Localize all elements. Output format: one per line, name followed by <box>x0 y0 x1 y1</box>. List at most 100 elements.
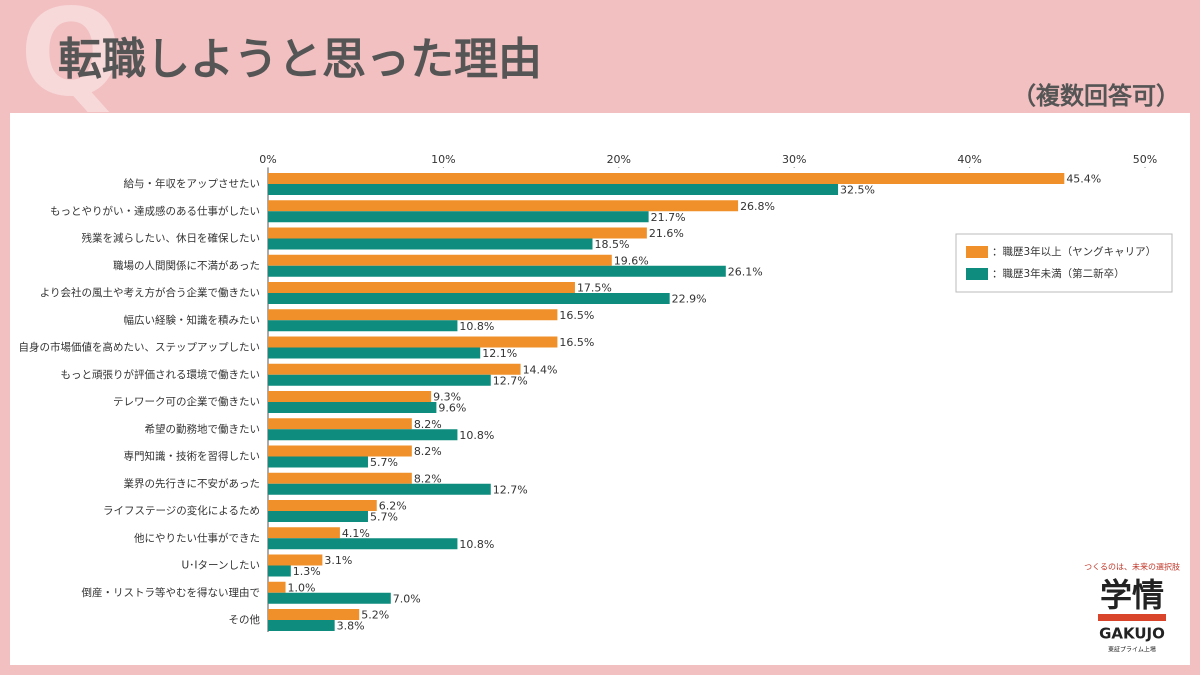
bar <box>268 211 649 223</box>
bar <box>268 391 432 402</box>
value-label: 14.4% <box>523 363 558 376</box>
category-label: 倒産・リストラ等やむを得ない理由で <box>82 586 261 599</box>
value-label: 26.1% <box>728 265 763 278</box>
bar <box>268 445 412 457</box>
legend-swatch <box>966 268 988 280</box>
value-label: 16.5% <box>559 309 594 322</box>
bar <box>268 238 593 250</box>
value-label: 19.6% <box>614 254 649 267</box>
value-label: 10.8% <box>459 538 494 551</box>
value-label: 5.7% <box>370 456 398 469</box>
bar <box>268 227 647 239</box>
x-tick-label: 40% <box>957 153 981 166</box>
logo-tagline: つくるのは、未来の選択肢 <box>1084 562 1180 572</box>
bar <box>268 581 286 593</box>
value-label: 10.8% <box>459 429 494 442</box>
value-label: 12.7% <box>493 483 528 496</box>
category-label: テレワーク可の企業で働きたい <box>113 395 260 408</box>
category-label: 職場の人間関係に不満があった <box>113 259 260 272</box>
value-label: 16.5% <box>559 336 594 349</box>
bar <box>268 265 726 277</box>
category-label: もっと頑張りが評価される環境で働きたい <box>61 368 261 381</box>
bar <box>268 293 670 304</box>
bar <box>268 456 368 468</box>
bar <box>268 483 491 495</box>
logo-bar <box>1098 614 1166 621</box>
value-label: 22.9% <box>672 293 707 306</box>
category-label: 業界の先行きに不安があった <box>124 477 261 490</box>
value-label: 17.5% <box>577 282 612 295</box>
bar <box>268 363 521 375</box>
logo-name: 学情 <box>1100 576 1164 614</box>
value-label: 32.5% <box>840 184 875 197</box>
value-label: 21.7% <box>651 211 686 224</box>
bar <box>268 565 291 577</box>
bar <box>268 173 1065 184</box>
chart-title: 転職しようと思った理由 <box>58 34 542 85</box>
bar <box>268 374 491 386</box>
bar <box>268 538 458 550</box>
bar <box>268 429 458 441</box>
x-tick-label: 30% <box>782 153 806 166</box>
bar <box>268 336 558 348</box>
bar <box>268 620 335 631</box>
value-label: 10.8% <box>459 320 494 333</box>
value-label: 3.1% <box>324 554 352 567</box>
category-label: 希望の勤務地で働きたい <box>145 422 261 435</box>
x-tick-label: 20% <box>607 153 631 166</box>
value-label: 5.7% <box>370 511 398 524</box>
legend-box <box>955 233 1173 293</box>
bar <box>268 347 481 359</box>
category-label: より会社の風土や考え方が合う企業で働きたい <box>40 286 260 299</box>
category-label: ライフステージの変化によるため <box>103 504 260 517</box>
category-label: その他 <box>229 613 261 626</box>
category-label: 残業を減らしたい、休日を確保したい <box>82 232 261 245</box>
value-label: 8.2% <box>414 472 442 485</box>
category-label: 給与・年収をアップさせたい <box>124 177 261 190</box>
value-label: 12.7% <box>493 374 528 387</box>
bar <box>268 184 839 195</box>
subtitle: （複数回答可） <box>1012 82 1180 110</box>
value-label: 21.6% <box>649 227 684 240</box>
legend-label: ：職歴3年以上（ヤングキャリア） <box>992 245 1156 258</box>
category-label: U･Iターンしたい <box>181 560 260 572</box>
bar <box>268 592 391 604</box>
x-tick-label: 10% <box>431 153 455 166</box>
value-label: 45.4% <box>1066 173 1101 186</box>
category-label: 専門知識・技術を習得したい <box>124 450 261 463</box>
bar <box>268 402 437 413</box>
bar <box>268 554 323 566</box>
value-label: 12.1% <box>482 347 517 360</box>
value-label: 8.2% <box>414 418 442 431</box>
value-label: 5.2% <box>361 609 389 622</box>
bar <box>268 511 368 522</box>
value-label: 7.0% <box>393 592 421 605</box>
legend-label: ：職歴3年未満（第二新卒） <box>992 267 1125 280</box>
bar <box>268 282 575 293</box>
value-label: 18.5% <box>594 238 629 251</box>
value-label: 9.3% <box>433 391 461 404</box>
logo: つくるのは、未来の選択肢 学情 GAKUJO 東証プライム上場 <box>1084 562 1180 654</box>
panel <box>10 113 1190 665</box>
value-label: 26.8% <box>740 200 775 213</box>
value-label: 1.0% <box>288 581 316 594</box>
bar <box>268 254 612 266</box>
bar <box>268 500 377 511</box>
logo-roman: GAKUJO <box>1099 625 1165 643</box>
bar <box>268 200 739 212</box>
bar <box>268 309 558 321</box>
bar <box>268 472 412 484</box>
value-label: 6.2% <box>379 500 407 513</box>
value-label: 9.6% <box>438 402 466 415</box>
logo-note: 東証プライム上場 <box>1108 646 1156 654</box>
value-label: 3.8% <box>337 620 365 633</box>
category-label: もっとやりがい・達成感のある仕事がしたい <box>50 204 260 217</box>
category-label: 自身の市場価値を高めたい、ステップアップしたい <box>19 341 261 354</box>
bar <box>268 320 458 332</box>
watermark: Q <box>20 0 122 124</box>
x-tick-label: 0% <box>259 153 276 166</box>
value-label: 8.2% <box>414 445 442 458</box>
legend-swatch <box>966 246 988 258</box>
x-tick-label: 50% <box>1133 153 1157 166</box>
